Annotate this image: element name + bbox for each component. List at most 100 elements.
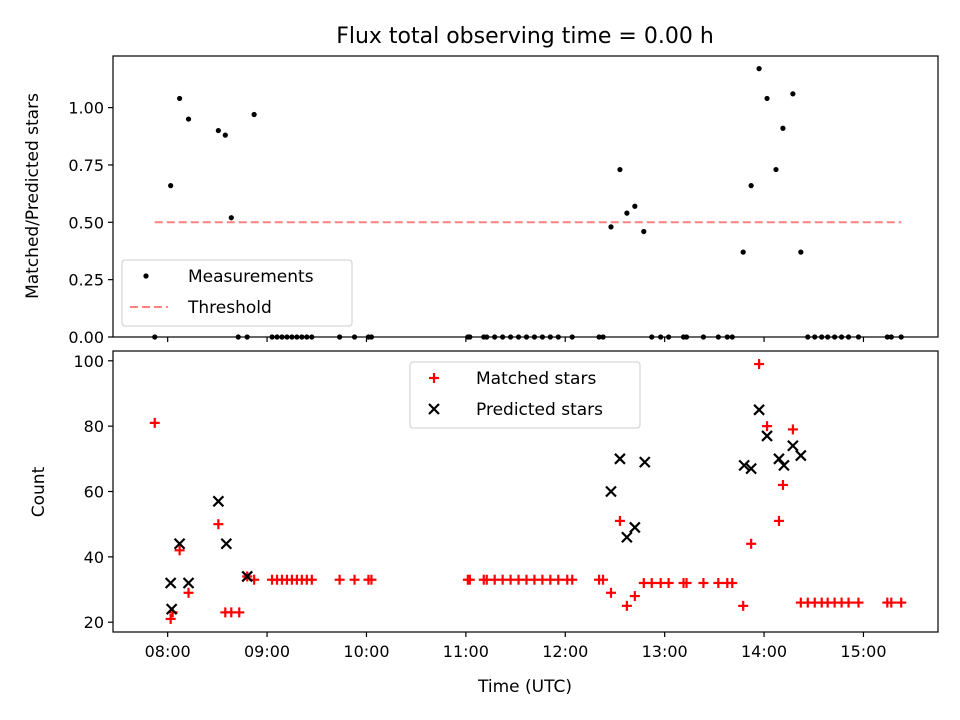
- bottom-legend: Matched stars Predicted stars: [409, 361, 641, 429]
- bottom-legend-label: Matched stars: [476, 369, 596, 389]
- bottom-point-b: [753, 404, 765, 416]
- bottom-point: [727, 577, 738, 588]
- bottom-legend-box: [409, 361, 641, 429]
- top-point: [780, 125, 786, 131]
- bottom-point: [349, 574, 360, 585]
- bottom-point: [212, 495, 225, 508]
- top-ytick-label: 0.50: [68, 213, 104, 232]
- bottom-point: [778, 459, 790, 472]
- top-point: [251, 111, 257, 118]
- bottom-ytick-label: 60: [84, 483, 104, 502]
- bottom-legend-swatch-b: [428, 403, 440, 415]
- bottom-point: [663, 577, 674, 588]
- top-legend-box: [121, 259, 353, 327]
- top-point: [632, 203, 638, 209]
- top-point: [748, 183, 754, 189]
- bottom-point: [681, 577, 692, 588]
- top-ytick-label: 0.75: [68, 156, 104, 175]
- bottom-point: [234, 607, 245, 618]
- bottom-point: [777, 479, 788, 490]
- bottom-point: [183, 587, 194, 598]
- bottom-point: [886, 597, 897, 608]
- bottom-xtick-label: 14:00: [741, 642, 787, 661]
- bottom-point: [173, 538, 186, 550]
- top-point: [168, 183, 174, 189]
- bottom-point: [621, 531, 633, 544]
- bottom-point-b: [173, 538, 186, 550]
- bottom-plot-area: [149, 359, 907, 624]
- bottom-ytick-label: 100: [73, 352, 104, 371]
- top-ytick-label: 1.00: [68, 99, 104, 118]
- bottom-point: [746, 538, 757, 549]
- top-frame: [112, 55, 939, 338]
- bottom-point: [787, 424, 798, 435]
- bottom-point: [306, 574, 317, 585]
- bottom-point: [149, 417, 160, 428]
- top-point: [608, 224, 614, 230]
- bottom-point: [753, 404, 765, 416]
- top-legend-label: Measurements: [188, 267, 314, 287]
- bottom-point: [165, 603, 178, 615]
- bottom-point: [787, 439, 799, 452]
- bottom-point: [761, 430, 773, 442]
- bottom-xtick-label: 11:00: [443, 642, 489, 661]
- bottom-point: [646, 577, 657, 588]
- bottom-point: [213, 519, 224, 530]
- top-ytick-label: 0.00: [68, 328, 104, 347]
- bottom-point: [773, 453, 785, 465]
- top-point: [617, 166, 623, 173]
- top-point: [624, 210, 630, 216]
- top-legend-swatch: [143, 273, 149, 279]
- bottom-point: [629, 591, 640, 602]
- bottom-legend-label: Predicted stars: [476, 400, 603, 420]
- bottom-point-b: [182, 577, 195, 589]
- top-point: [215, 127, 221, 134]
- top-point: [740, 249, 746, 255]
- bottom-point-b: [787, 439, 799, 452]
- top-point: [641, 228, 647, 235]
- bottom-chart-ylabel: Count: [29, 466, 49, 517]
- bottom-point: [614, 515, 625, 526]
- top-point: [798, 249, 804, 255]
- bottom-point-b: [605, 485, 617, 498]
- bottom-point-b: [638, 456, 651, 468]
- bottom-point: [754, 359, 765, 370]
- top-chart-ylabel: Matched/Predicted stars: [23, 93, 43, 299]
- bottom-point: [165, 613, 176, 624]
- bottom-xtick-label: 10:00: [343, 642, 389, 661]
- bottom-point-b: [165, 603, 178, 615]
- bottom-ytick-label: 20: [84, 613, 104, 632]
- bottom-point: [605, 587, 616, 598]
- bottom-point: [698, 577, 709, 588]
- bottom-point-b: [761, 430, 773, 442]
- bottom-point: [334, 574, 345, 585]
- top-legend: Measurements Threshold: [121, 259, 353, 327]
- bottom-point: [713, 577, 724, 588]
- bottom-series-matched-stars: [149, 359, 907, 624]
- top-point: [228, 215, 234, 221]
- bottom-point: [896, 597, 907, 608]
- bottom-point: [614, 453, 626, 465]
- bottom-xtick-label: 08:00: [145, 642, 191, 661]
- top-point: [185, 116, 192, 122]
- bottom-point-b: [212, 495, 225, 508]
- top-ytick-label: 0.25: [68, 271, 104, 290]
- bottom-point: [553, 574, 564, 585]
- bottom-xtick-label: 13:00: [642, 642, 688, 661]
- bottom-point: [745, 462, 757, 475]
- bottom-point: [220, 538, 233, 550]
- top-legend-label: Threshold: [187, 298, 272, 318]
- bottom-point: [738, 459, 750, 472]
- top-point: [773, 166, 779, 173]
- bottom-point: [629, 521, 641, 534]
- bottom-point-b: [241, 570, 253, 583]
- top-point: [756, 66, 762, 72]
- bottom-point: [605, 485, 617, 498]
- bottom-point-b: [629, 521, 641, 534]
- bottom-point: [795, 449, 807, 462]
- bottom-point: [174, 545, 185, 556]
- top-point: [790, 91, 796, 97]
- bottom-xtick-label: 09:00: [244, 642, 290, 661]
